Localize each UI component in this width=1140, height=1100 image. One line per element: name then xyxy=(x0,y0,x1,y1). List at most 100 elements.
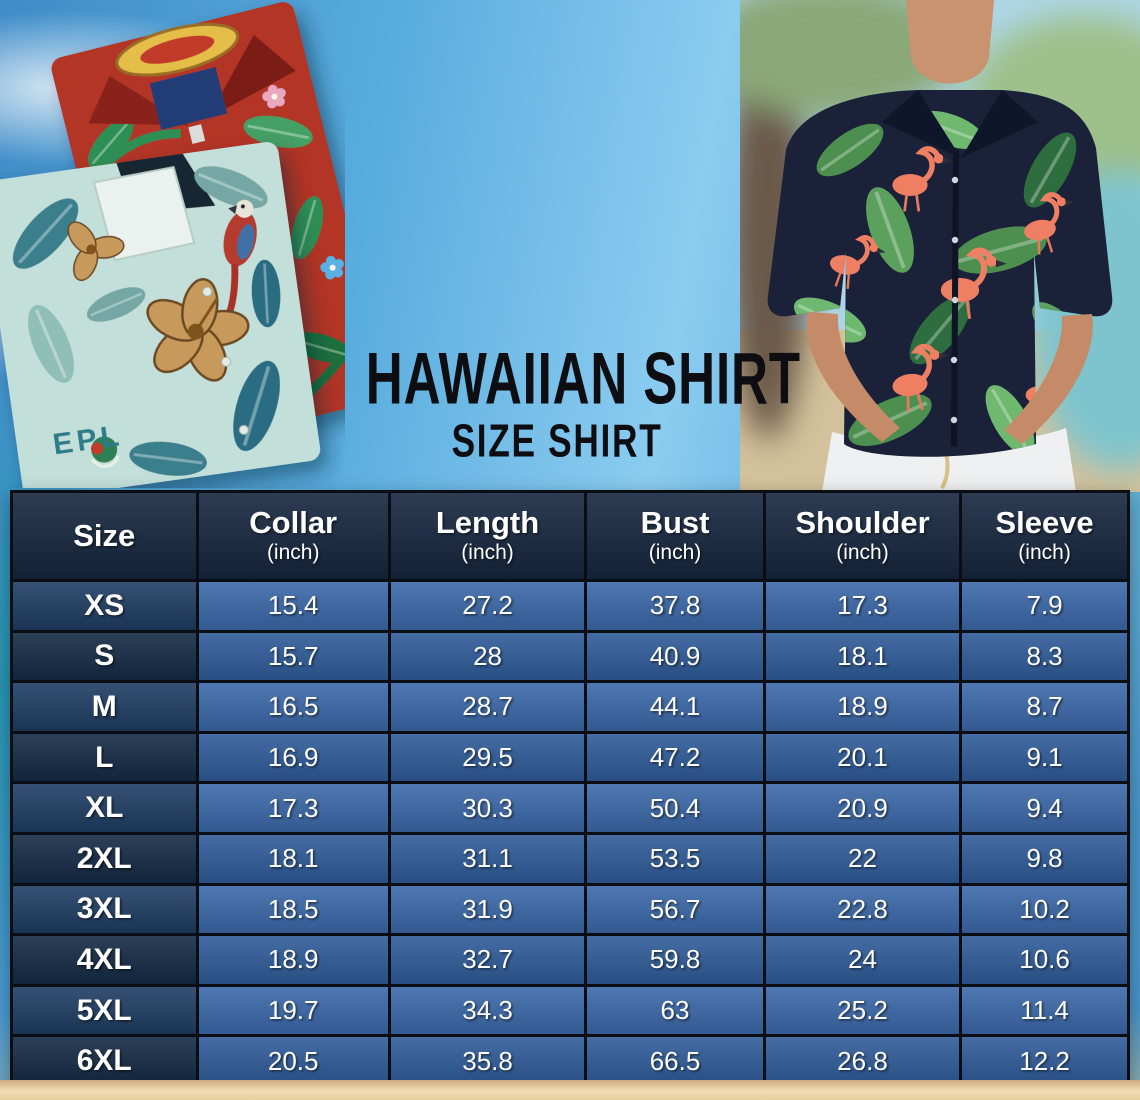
button xyxy=(238,424,249,435)
size-cell: XL xyxy=(13,784,196,832)
value-cell: 8.7 xyxy=(962,683,1127,731)
column-header-bust: Bust (inch) xyxy=(587,493,763,579)
value-cell: 10.2 xyxy=(962,885,1127,934)
value-cell: 28 xyxy=(390,632,585,681)
value-cell: 20.5 xyxy=(198,1037,388,1085)
column-unit: (inch) xyxy=(266,541,320,565)
column-header-size: Size xyxy=(13,493,196,579)
chest-pocket xyxy=(92,165,196,262)
folded-shirts-photo: EPL xyxy=(0,2,345,488)
value-cell: 26.8 xyxy=(765,1037,960,1085)
value-cell: 11.4 xyxy=(962,986,1127,1035)
size-cell: 4XL xyxy=(13,936,196,984)
value-cell: 18.1 xyxy=(765,632,960,681)
value-cell: 37.8 xyxy=(587,582,763,630)
button xyxy=(221,356,232,367)
value-cell: 29.5 xyxy=(390,733,585,782)
value-cell: 9.4 xyxy=(962,784,1127,832)
teal-hawaiian-shirt: EPL xyxy=(0,142,321,488)
right-arm xyxy=(1004,314,1093,444)
value-cell: 34.3 xyxy=(390,986,585,1035)
button xyxy=(202,286,213,297)
collar-right xyxy=(961,90,1038,158)
value-cell: 17.3 xyxy=(198,784,388,832)
page-title: HAWAIIAN SHIRT xyxy=(365,336,801,420)
value-cell: 24 xyxy=(765,936,960,984)
value-cell: 8.3 xyxy=(962,632,1127,681)
value-cell: 18.5 xyxy=(198,885,388,934)
value-cell: 22 xyxy=(765,834,960,883)
sand-strip xyxy=(0,1080,1140,1100)
value-cell: 7.9 xyxy=(962,582,1127,630)
column-label: Size xyxy=(73,517,136,553)
value-cell: 20.1 xyxy=(765,733,960,782)
column-label: Shoulder xyxy=(795,504,930,540)
value-cell: 19.7 xyxy=(198,986,388,1035)
value-cell: 17.3 xyxy=(765,582,960,630)
parrot xyxy=(220,199,257,327)
column-header-length: Length (inch) xyxy=(390,493,585,579)
size-table: Size Collar (inch) Length (inch) Bust (inch) Sh… xyxy=(10,490,1130,1088)
size-cell: 2XL xyxy=(13,834,196,883)
value-cell: 16.5 xyxy=(198,683,388,731)
value-cell: 12.2 xyxy=(962,1037,1127,1085)
size-cell: M xyxy=(13,683,196,731)
value-cell: 20.9 xyxy=(765,784,960,832)
man-photo xyxy=(740,0,1140,492)
value-cell: 56.7 xyxy=(587,885,763,934)
value-cell: 32.7 xyxy=(390,936,585,984)
value-cell: 16.9 xyxy=(198,733,388,782)
size-cell: 6XL xyxy=(13,1037,196,1085)
value-cell: 63 xyxy=(587,986,763,1035)
collar-right xyxy=(207,34,296,119)
value-cell: 31.9 xyxy=(390,885,585,934)
value-cell: 44.1 xyxy=(587,683,763,731)
value-cell: 30.3 xyxy=(390,784,585,832)
column-label: Bust xyxy=(640,504,710,540)
page-subtitle: SIZE SHIRT xyxy=(451,414,663,467)
value-cell: 18.9 xyxy=(198,936,388,984)
column-header-collar: Collar (inch) xyxy=(198,493,388,579)
value-cell: 9.8 xyxy=(962,834,1127,883)
value-cell: 53.5 xyxy=(587,834,763,883)
column-header-shoulder: Shoulder (inch) xyxy=(765,493,960,579)
value-cell: 40.9 xyxy=(587,632,763,681)
value-cell: 15.7 xyxy=(198,632,388,681)
column-unit: (inch) xyxy=(836,541,889,565)
value-cell: 18.1 xyxy=(198,834,388,883)
neck xyxy=(906,0,994,84)
value-cell: 18.9 xyxy=(765,683,960,731)
title-block: HAWAIIAN SHIRT SIZE SHIRT xyxy=(318,341,800,467)
value-cell: 27.2 xyxy=(390,582,585,630)
value-cell: 50.4 xyxy=(587,784,763,832)
value-cell: 25.2 xyxy=(765,986,960,1035)
column-label: Length xyxy=(435,504,540,540)
column-label: Collar xyxy=(249,504,338,540)
column-unit: (inch) xyxy=(461,541,514,565)
value-cell: 9.1 xyxy=(962,733,1127,782)
value-cell: 28.7 xyxy=(390,683,585,731)
value-cell: 47.2 xyxy=(587,733,763,782)
size-cell: 5XL xyxy=(13,986,196,1035)
size-cell: XS xyxy=(13,582,196,630)
column-label: Sleeve xyxy=(995,504,1094,540)
value-cell: 35.8 xyxy=(390,1037,585,1085)
value-cell: 31.1 xyxy=(390,834,585,883)
bird-head xyxy=(90,436,120,468)
column-unit: (inch) xyxy=(648,541,702,565)
value-cell: 59.8 xyxy=(587,936,763,984)
size-cell: L xyxy=(13,733,196,782)
value-cell: 15.4 xyxy=(198,582,388,630)
value-cell: 66.5 xyxy=(587,1037,763,1085)
size-cell: 3XL xyxy=(13,885,196,934)
hibiscus-flower xyxy=(146,278,250,382)
size-cell: S xyxy=(13,632,196,681)
neck-label xyxy=(149,67,228,131)
hibiscus-flower-small xyxy=(67,221,125,282)
value-cell: 22.8 xyxy=(765,885,960,934)
size-tag xyxy=(188,124,206,144)
column-unit: (inch) xyxy=(1018,541,1071,565)
man-torso xyxy=(767,0,1113,492)
value-cell: 10.6 xyxy=(962,936,1127,984)
